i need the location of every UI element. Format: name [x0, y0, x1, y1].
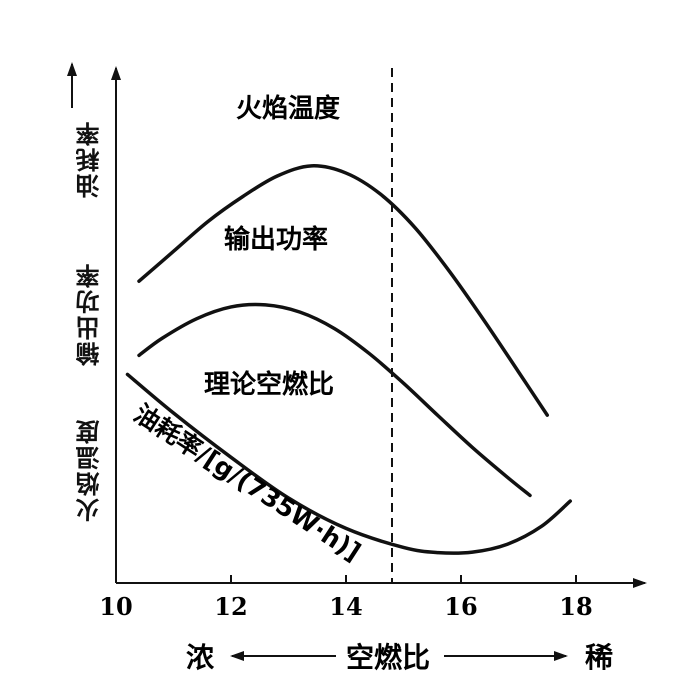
stoich-label: 理论空燃比: [204, 369, 334, 400]
series-label-fuel-consumption: 油耗率/[g/(735W·h)]: [129, 399, 366, 567]
x-tick-label: 16: [444, 592, 477, 621]
curve-output-power: [137, 302, 532, 498]
y-label-fuel-consumption: 油耗率: [76, 120, 104, 198]
x-tick-label: 18: [559, 592, 592, 621]
y-label-flame-temp: 火焰温度: [76, 418, 104, 522]
x-tick-label: 10: [99, 592, 132, 621]
x-tick-label: 14: [329, 592, 362, 621]
curve-fuel-consumption: [125, 372, 572, 555]
x-axis-rich-label: 浓: [186, 641, 215, 674]
x-axis-title: 空燃比: [346, 641, 430, 674]
x-tick-label: 12: [214, 592, 247, 621]
y-label-output-power: 输出功率: [76, 262, 104, 366]
series-label-flame-temp: 火焰温度: [236, 93, 340, 124]
series-label-output-power: 输出功率: [224, 224, 328, 255]
curve-flame-temp: [137, 164, 549, 417]
x-axis-lean-label: 稀: [585, 641, 613, 674]
